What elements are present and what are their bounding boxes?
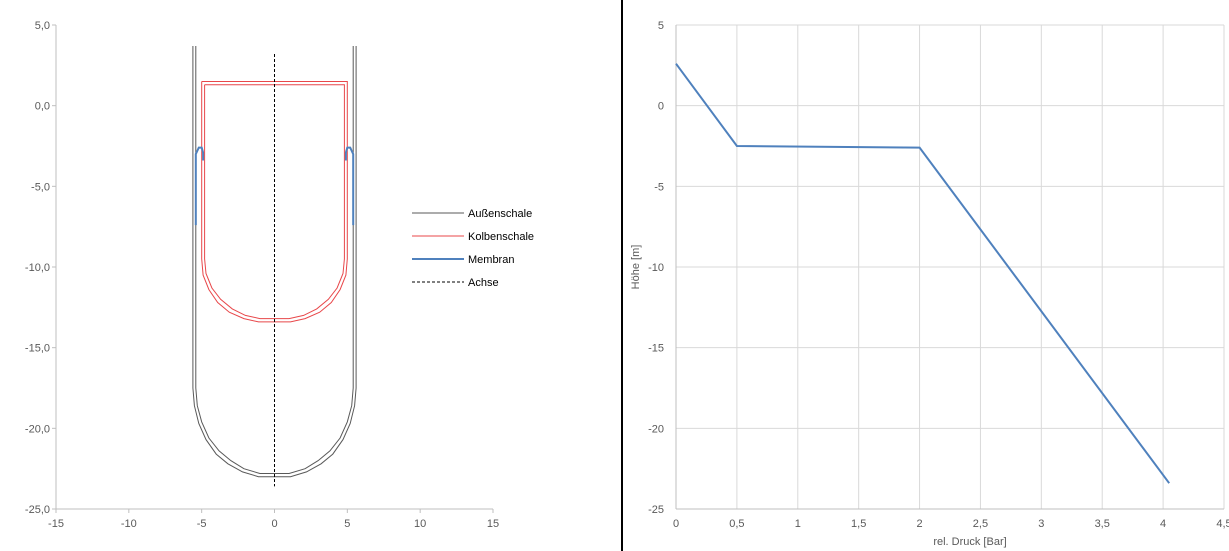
- x-tick-label: 15: [487, 518, 499, 530]
- right-chart-panel: 5 0 -5 -10 -15 -20 -25 0 0,5 1 1,5 2 2,5 3 3,5 4 4,5 Höhe…: [624, 0, 1229, 551]
- x-tick-label: 2,5: [973, 518, 988, 530]
- y-tick-label: 0: [658, 101, 664, 113]
- x-tick-label: -15: [48, 518, 64, 530]
- x-tick-label: 2: [916, 518, 922, 530]
- x-tick-label: -10: [121, 518, 137, 530]
- y-tick-label: -15,0: [25, 343, 50, 355]
- y-tick-label: 0,0: [35, 101, 50, 113]
- x-tick-label: 10: [414, 518, 426, 530]
- x-tick-label: 4: [1160, 518, 1166, 530]
- y-tick-label: -20: [648, 423, 664, 435]
- x-tick-label: 3: [1038, 518, 1044, 530]
- legend-label: Membran: [468, 254, 514, 266]
- y-tick-label: -10,0: [25, 262, 50, 274]
- x-tick-label: 0: [271, 518, 277, 530]
- y-tick-label: -25: [648, 504, 664, 516]
- legend-label: Kolbenschale: [468, 231, 534, 243]
- legend-label: Außenschale: [468, 208, 532, 220]
- y-tick-label: -5,0: [31, 181, 50, 193]
- x-tick-label: 1,5: [851, 518, 866, 530]
- pressure-height-chart: 5 0 -5 -10 -15 -20 -25 0 0,5 1 1,5 2 2,5 3 3,5 4 4,5 Höhe…: [630, 20, 1229, 548]
- y-tick-label: -5: [654, 181, 664, 193]
- series-line-membran: [194, 146, 205, 226]
- x-tick-label: 0,5: [729, 518, 744, 530]
- series-line-membran: [344, 146, 355, 226]
- y-tick-label: 5: [658, 20, 664, 32]
- x-tick-label: 1: [795, 518, 801, 530]
- x-tick-label: -5: [197, 518, 207, 530]
- x-tick-label: 4,5: [1216, 518, 1229, 530]
- legend-label: Achse: [468, 277, 499, 289]
- y-tick-label: -10: [648, 262, 664, 274]
- y-tick-label: -20,0: [25, 423, 50, 435]
- x-tick-label: 0: [673, 518, 679, 530]
- x-tick-label: 5: [344, 518, 350, 530]
- y-tick-label: -15: [648, 343, 664, 355]
- series-line-kolbenschale: [204, 84, 345, 320]
- y-tick-label: -25,0: [25, 504, 50, 516]
- series-line: [675, 63, 1171, 484]
- y-axis-title: Höhe [m]: [630, 245, 642, 290]
- series-line-kolbenschale: [201, 81, 348, 323]
- x-tick-label: 3,5: [1095, 518, 1110, 530]
- y-tick-label: 5,0: [35, 20, 50, 32]
- shell-profile-chart: 5,0 0,0 -5,0 -10,0 -15,0 -20,0 -25,0 -15 -10 -5 0 5…: [25, 20, 534, 530]
- x-axis-title: rel. Druck [Bar]: [933, 536, 1006, 548]
- series-line-au-enschale: [195, 46, 354, 474]
- left-chart-panel: 5,0 0,0 -5,0 -10,0 -15,0 -20,0 -25,0 -15 -10 -5 0 5…: [24, 0, 623, 551]
